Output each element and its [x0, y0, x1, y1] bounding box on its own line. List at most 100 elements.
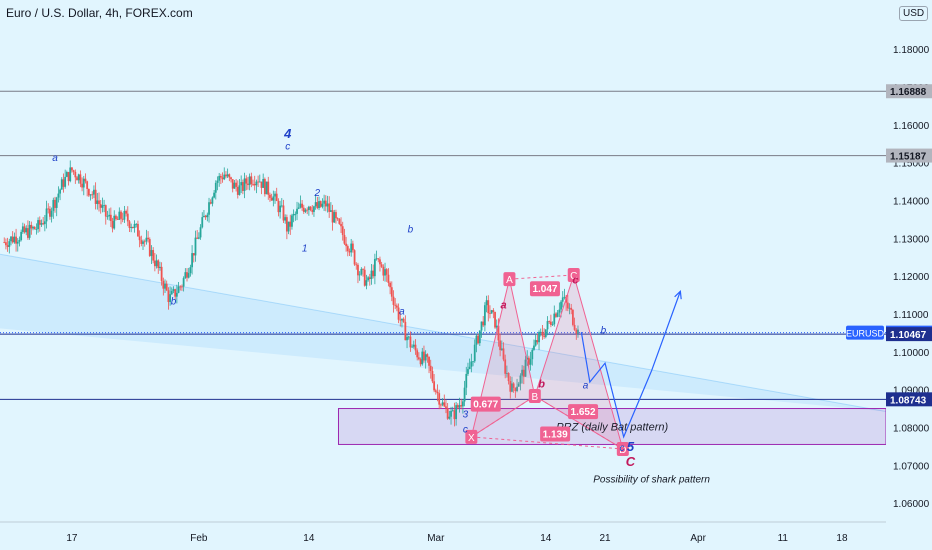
y-tick-label: 1.13000 — [893, 234, 930, 245]
candle-body — [267, 181, 270, 195]
candle-body — [72, 170, 75, 172]
candle-body — [282, 205, 285, 221]
wave-label-pink: a — [500, 299, 506, 311]
candle-body — [137, 223, 139, 237]
candle-body — [116, 218, 119, 220]
candle-body — [571, 309, 574, 325]
candle-body — [197, 237, 200, 239]
candle-body — [509, 381, 512, 392]
harmonic-xd — [471, 436, 623, 450]
candle-body — [206, 214, 209, 218]
candle-body — [566, 302, 569, 309]
candle-body — [409, 336, 412, 348]
candle-body — [257, 181, 259, 183]
y-tick-label: 1.18000 — [893, 45, 930, 56]
candle-body — [54, 199, 56, 208]
candle-body — [280, 205, 283, 207]
candle-body — [15, 236, 17, 244]
candle-body — [502, 348, 505, 360]
candle-body — [250, 176, 253, 184]
wave-label: 4 — [283, 126, 292, 141]
candle-body — [534, 340, 537, 346]
candle-body — [470, 361, 473, 367]
candle-body — [192, 253, 195, 256]
candle-body — [8, 241, 11, 247]
candle-body — [245, 178, 248, 184]
candle-body — [45, 208, 48, 222]
candle-body — [450, 410, 452, 417]
candle-body — [265, 181, 268, 195]
candle-body — [160, 266, 163, 281]
candle-body — [438, 393, 441, 405]
chart-title: Euro / U.S. Dollar, 4h, FOREX.com — [6, 6, 193, 20]
candle-body — [577, 329, 579, 334]
candle-body — [108, 214, 111, 217]
candle-body — [401, 318, 403, 321]
price-label: 1.15187 — [890, 152, 927, 163]
candle-body — [150, 250, 153, 256]
candle-body — [546, 321, 549, 330]
candle-body — [519, 375, 522, 384]
candle-body — [500, 348, 503, 351]
candle-body — [106, 216, 109, 218]
candle-body — [94, 189, 97, 204]
harmonic-point-label: A — [506, 275, 513, 286]
currency-button[interactable]: USD — [899, 6, 929, 21]
candle-body — [482, 321, 485, 326]
candle-body — [49, 208, 51, 217]
candle-body — [539, 331, 542, 333]
y-tick-label: 1.12000 — [893, 272, 930, 283]
candle-body — [331, 210, 334, 223]
candle-body — [42, 223, 45, 225]
candle-body — [153, 260, 156, 267]
candle-body — [511, 383, 513, 392]
candle-body — [524, 359, 527, 377]
candle-body — [240, 182, 243, 186]
candle-body — [32, 226, 34, 229]
candle-body — [407, 336, 410, 338]
candle-body — [87, 188, 90, 196]
candle-body — [175, 292, 178, 297]
candle-body — [463, 387, 466, 402]
candle-body — [152, 250, 155, 261]
candle-body — [71, 167, 73, 171]
candle-body — [289, 221, 292, 227]
candle-body — [77, 174, 80, 181]
candle-body — [336, 218, 339, 220]
candle-body — [128, 221, 131, 228]
candle-body — [455, 405, 458, 420]
candle-body — [424, 354, 427, 361]
candle-body — [324, 200, 327, 207]
candle-body — [37, 220, 39, 230]
candle-body — [521, 369, 524, 376]
candle-body — [390, 287, 393, 297]
candle-body — [382, 266, 385, 276]
y-tick-label: 1.07000 — [893, 461, 930, 472]
x-tick-label: 21 — [599, 533, 611, 544]
candle-body — [263, 179, 266, 195]
x-tick-label: Apr — [690, 533, 706, 544]
harmonic-point-badge — [465, 429, 478, 444]
candle-body — [145, 237, 148, 242]
candle-body — [560, 301, 562, 310]
candle-body — [490, 310, 493, 314]
candle-body — [477, 335, 480, 344]
candle-body — [142, 241, 144, 244]
ratio-badge — [568, 404, 599, 420]
candle-body — [126, 213, 129, 222]
candle-body — [429, 365, 432, 372]
candle-body — [11, 236, 14, 243]
candle-body — [131, 226, 134, 229]
candle-body — [247, 183, 249, 186]
candle-body — [309, 206, 312, 210]
candle-body — [121, 218, 124, 220]
candle-body — [340, 223, 342, 227]
candle-body — [568, 307, 571, 309]
candle-body — [33, 226, 36, 230]
ratio-label: 1.047 — [532, 284, 557, 295]
candle-body — [301, 203, 304, 208]
candle-body — [284, 217, 287, 221]
candle-body — [277, 200, 280, 213]
shark-annotation: Possibility of shark pattern — [593, 474, 710, 485]
candle-body — [416, 350, 419, 358]
